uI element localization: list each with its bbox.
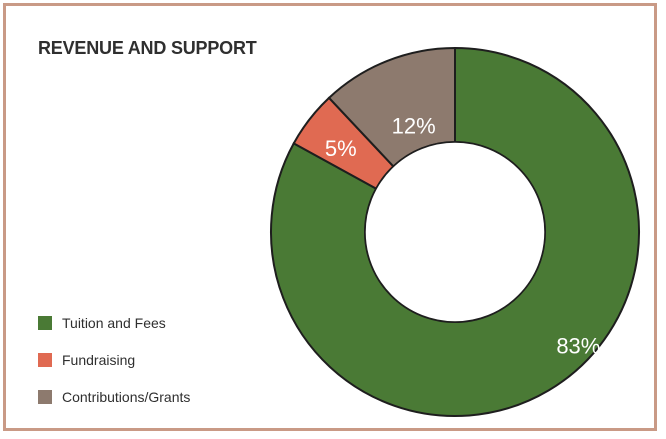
- donut-slice-labels: 83% 5% 12%: [325, 113, 601, 358]
- slice-label-contributions-grants: 12%: [392, 113, 436, 138]
- legend-item-contributions-grants: Contributions/Grants: [38, 388, 190, 406]
- legend-swatch-fundraising: [38, 353, 52, 367]
- legend-swatch-contributions-grants: [38, 390, 52, 404]
- legend-label-tuition-and-fees: Tuition and Fees: [62, 315, 166, 331]
- slice-label-tuition-and-fees: 83%: [556, 333, 600, 358]
- slice-label-fundraising: 5%: [325, 136, 357, 161]
- donut-hole: [364, 141, 546, 323]
- legend-label-contributions-grants: Contributions/Grants: [62, 389, 191, 405]
- legend-item-fundraising: Fundraising: [38, 351, 190, 369]
- legend-label-fundraising: Fundraising: [62, 352, 136, 368]
- donut-slices: [270, 46, 640, 417]
- legend: Tuition and Fees Fundraising Contributio…: [38, 314, 190, 425]
- legend-item-tuition-and-fees: Tuition and Fees: [38, 314, 190, 332]
- legend-swatch-tuition-and-fees: [38, 316, 52, 330]
- chart-title: REVENUE AND SUPPORT: [38, 38, 257, 58]
